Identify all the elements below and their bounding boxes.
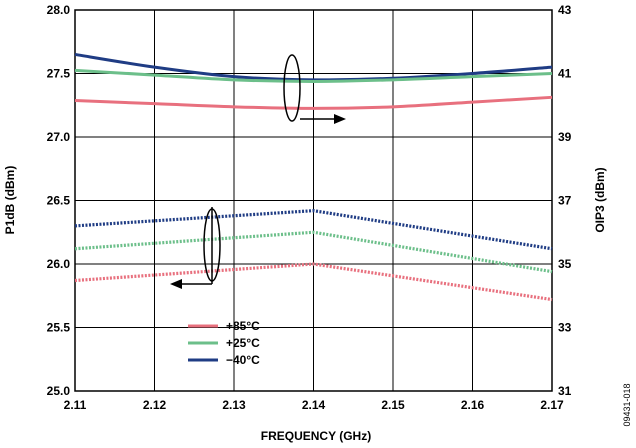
legend-label: +25°C — [226, 336, 260, 350]
x-tick-label: 2.12 — [143, 398, 167, 412]
legend-label: −40°C — [226, 353, 260, 367]
legend-label: +85°C — [226, 319, 260, 333]
right-tick-label: 31 — [558, 384, 572, 398]
left-tick-label: 27.0 — [47, 130, 71, 144]
series-line-p1db-plus25 — [74, 230, 553, 274]
legend: +85°C +25°C −40°C — [188, 319, 260, 367]
left-tick-label: 28.0 — [47, 3, 71, 17]
right-axis-label: OIP3 (dBm) — [593, 167, 607, 232]
tick-labels: 2.11 2.12 2.13 2.14 2.15 2.16 2.17 25.0 25.5 26.0… — [47, 3, 572, 412]
x-axis-label: FREQUENCY (GHz) — [261, 429, 371, 443]
x-tick-label: 2.17 — [540, 398, 564, 412]
plot-frame — [74, 9, 553, 392]
x-tick-label: 2.15 — [381, 398, 405, 412]
right-tick-label: 43 — [558, 3, 572, 17]
left-tick-label: 27.5 — [47, 67, 71, 81]
left-axis-label: P1dB (dBm) — [3, 166, 17, 235]
p1db-arrow-head — [170, 279, 182, 289]
series-line-oip3-plus25 — [74, 68, 553, 83]
right-tick-label: 37 — [558, 194, 572, 208]
series-line-p1db-plus85 — [74, 262, 553, 302]
oip3-group-ellipse — [283, 54, 301, 122]
series-line-p1db-minus40 — [74, 209, 553, 251]
right-tick-label: 39 — [558, 130, 572, 144]
right-tick-label: 41 — [558, 67, 572, 81]
left-tick-label: 25.0 — [47, 384, 71, 398]
x-tick-label: 2.16 — [461, 398, 485, 412]
left-tick-label: 26.0 — [47, 257, 71, 271]
oip3-arrow-head — [334, 114, 346, 124]
annotations — [170, 54, 346, 289]
x-tick-label: 2.11 — [64, 398, 87, 412]
series-line-oip3-minus40 — [74, 52, 553, 82]
series-line-oip3-plus85 — [74, 95, 553, 110]
x-tick-label: 2.14 — [302, 398, 326, 412]
left-tick-label: 26.5 — [47, 194, 71, 208]
right-tick-label: 33 — [558, 321, 572, 335]
series-layer — [74, 52, 553, 302]
left-tick-label: 25.5 — [47, 321, 71, 335]
x-tick-label: 2.13 — [222, 398, 246, 412]
right-tick-label: 35 — [558, 257, 572, 271]
figure-id: 09431-018 — [622, 383, 632, 426]
